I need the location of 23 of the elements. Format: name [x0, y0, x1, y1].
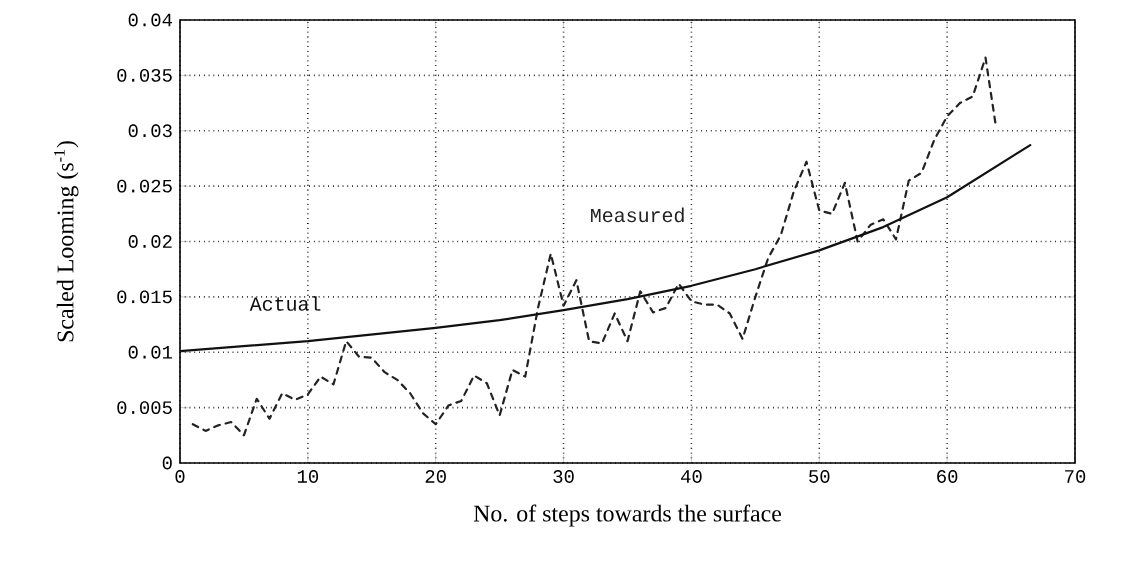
- y-tick-label: 0.035: [117, 68, 172, 82]
- text: Measured: [591, 207, 684, 223]
- x-tick-label: 0: [175, 470, 185, 483]
- y-tick-label: 0.04: [128, 13, 172, 27]
- y-tick-label: 0.015: [117, 290, 172, 304]
- x-tick-label: 70: [1065, 470, 1086, 483]
- line-series: [180, 144, 1032, 353]
- y-tick-label: 0.005: [117, 401, 172, 415]
- line-series: [191, 56, 997, 437]
- y-tick-label: 0.025: [117, 179, 172, 193]
- y-tick-label: 0.03: [128, 124, 172, 138]
- x-tick-label: 10: [297, 470, 319, 483]
- y-tick-label: 0.01: [128, 345, 173, 359]
- series-label: Actual: [249, 296, 321, 311]
- y-axis-title: Scaled Looming (s$^{-1}$): [54, 141, 79, 342]
- y-tick-label: 0.02: [128, 235, 172, 248]
- x-axis-title: No. of steps towards the surface: [473, 504, 782, 527]
- x-tick-label: 50: [809, 470, 830, 483]
- x-tick-label: 30: [553, 470, 574, 483]
- x-tick-label: 60: [937, 470, 958, 483]
- y-tick-label: 0: [162, 456, 172, 470]
- x-tick-label: 20: [425, 470, 446, 483]
- x-tick-label: 40: [681, 470, 702, 483]
